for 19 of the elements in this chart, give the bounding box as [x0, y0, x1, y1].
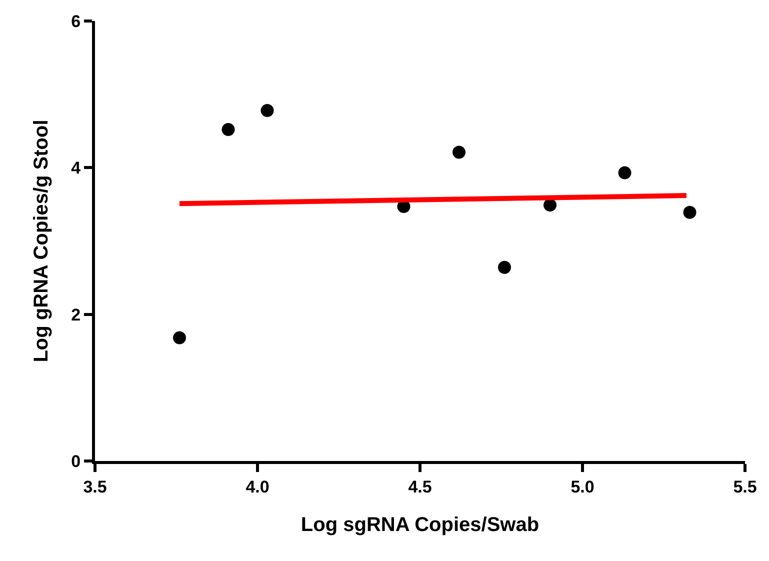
y-tick-label: 6	[71, 12, 81, 31]
point	[452, 146, 466, 159]
x-tick-label: 4.0	[246, 477, 270, 496]
point	[260, 104, 274, 117]
point	[498, 260, 511, 274]
point	[618, 166, 632, 180]
x-tick-label: 5.5	[733, 477, 757, 496]
point	[683, 206, 696, 219]
point	[222, 123, 235, 136]
y-tick-label: 2	[71, 305, 81, 324]
point	[173, 331, 186, 344]
y-tick-label: 0	[71, 452, 81, 471]
y-tick-label: 4	[71, 158, 82, 178]
x-tick-label: 4.5	[408, 477, 432, 496]
x-tick-label: 5.0	[570, 477, 594, 496]
y-axis-title: Log gRNA Copies/g Stool	[30, 120, 53, 362]
x-axis-title: Log sgRNA Copies/Swab	[300, 514, 540, 536]
point	[544, 198, 556, 212]
x-tick-label: 3.5	[83, 477, 107, 496]
